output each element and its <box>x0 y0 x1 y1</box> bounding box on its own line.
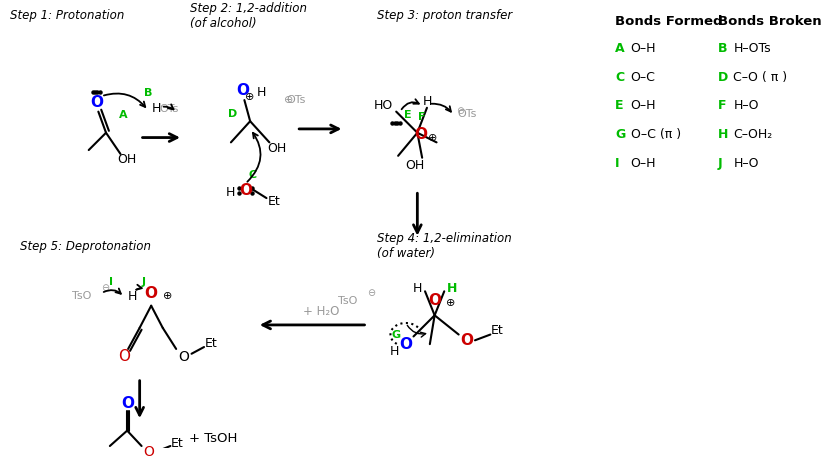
Text: O: O <box>144 286 158 301</box>
Text: J: J <box>718 157 722 170</box>
Text: + TsOH: + TsOH <box>190 432 238 445</box>
Text: H: H <box>151 102 160 115</box>
Text: A: A <box>615 42 625 55</box>
Text: O–H: O–H <box>631 42 656 55</box>
Text: B: B <box>144 88 153 98</box>
Text: O: O <box>90 94 103 109</box>
Text: OH: OH <box>405 159 424 172</box>
Text: Step 2: 1,2-addition
(of alcohol): Step 2: 1,2-addition (of alcohol) <box>190 1 307 29</box>
Text: ⊕: ⊕ <box>163 291 172 301</box>
Text: C: C <box>615 71 624 83</box>
Text: F: F <box>418 112 426 122</box>
Text: Step 3: proton transfer: Step 3: proton transfer <box>377 9 512 22</box>
Text: G: G <box>391 330 401 339</box>
Text: OTs: OTs <box>286 95 306 105</box>
Text: A: A <box>119 110 128 120</box>
Text: H: H <box>423 94 432 108</box>
Text: ⊖: ⊖ <box>101 284 109 293</box>
Text: O: O <box>428 294 441 308</box>
Text: H: H <box>447 282 457 295</box>
Text: ⊖: ⊖ <box>367 288 375 298</box>
Text: ⊕: ⊕ <box>446 298 455 308</box>
Text: H: H <box>390 345 399 358</box>
Text: TsO: TsO <box>339 296 358 306</box>
Text: –: – <box>154 101 160 114</box>
Text: Bonds Broken: Bonds Broken <box>718 15 822 28</box>
Text: H–O: H–O <box>733 99 759 112</box>
Text: C: C <box>249 170 257 180</box>
Text: H: H <box>412 282 422 295</box>
Text: O–H: O–H <box>631 157 656 170</box>
Text: HO: HO <box>374 99 393 112</box>
Text: OH: OH <box>118 153 137 166</box>
Text: Et: Et <box>268 196 281 208</box>
Text: + H₂O: + H₂O <box>303 305 339 318</box>
Text: H: H <box>128 289 137 303</box>
Text: TsO: TsO <box>72 291 92 301</box>
Text: ⊖: ⊖ <box>284 95 293 105</box>
Text: Et: Et <box>171 436 183 450</box>
Text: OTs: OTs <box>458 109 477 119</box>
Text: O: O <box>459 333 473 348</box>
Text: D: D <box>228 109 238 119</box>
Text: D: D <box>718 71 728 83</box>
Text: Step 4: 1,2-elimination
(of water): Step 4: 1,2-elimination (of water) <box>377 232 512 260</box>
Text: I: I <box>615 157 620 170</box>
Text: H–O: H–O <box>733 157 759 170</box>
Text: Et: Et <box>491 324 503 337</box>
Text: G: G <box>615 128 626 141</box>
Text: O–H: O–H <box>631 99 656 112</box>
Text: B: B <box>718 42 727 55</box>
Text: O: O <box>122 396 134 411</box>
Text: ⊖: ⊖ <box>456 105 464 115</box>
Text: Bonds Formed: Bonds Formed <box>615 15 722 28</box>
Text: I: I <box>109 277 113 287</box>
Text: E: E <box>615 99 624 112</box>
Text: O–C: O–C <box>631 71 655 83</box>
Text: O: O <box>236 83 249 98</box>
Text: OTs: OTs <box>160 104 179 114</box>
Text: Et: Et <box>204 337 217 350</box>
Text: H: H <box>718 128 728 141</box>
Text: F: F <box>718 99 727 112</box>
Text: E: E <box>404 110 412 120</box>
Text: Step 1: Protonation: Step 1: Protonation <box>10 9 124 22</box>
Text: O: O <box>239 183 252 198</box>
Text: H: H <box>225 186 234 199</box>
Text: J: J <box>141 277 145 287</box>
Text: C–O ( π ): C–O ( π ) <box>733 71 788 83</box>
Text: ⊕: ⊕ <box>428 132 438 142</box>
Text: O: O <box>415 127 428 142</box>
Text: Step 5: Deprotonation: Step 5: Deprotonation <box>19 240 150 253</box>
Text: H–OTs: H–OTs <box>733 42 771 55</box>
Text: O–C (π ): O–C (π ) <box>631 128 680 141</box>
Text: O: O <box>118 349 130 364</box>
Text: C–OH₂: C–OH₂ <box>733 128 773 141</box>
Text: O: O <box>399 337 412 352</box>
Text: ⊕: ⊕ <box>245 92 255 102</box>
Text: O: O <box>178 349 189 364</box>
Text: H: H <box>257 86 266 99</box>
Text: OH: OH <box>267 142 286 155</box>
Text: O: O <box>143 445 154 458</box>
